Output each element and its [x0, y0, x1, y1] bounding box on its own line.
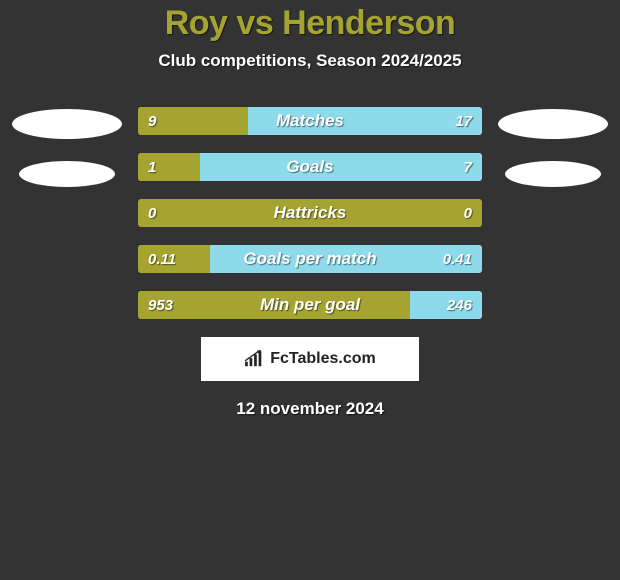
- page-subtitle: Club competitions, Season 2024/2025: [158, 51, 461, 71]
- bar-left-fill: [138, 245, 210, 273]
- date-text: 12 november 2024: [236, 399, 383, 419]
- bar-right-value: 0: [454, 199, 482, 227]
- container: Roy vs Henderson Club competitions, Seas…: [0, 0, 620, 419]
- left-ellipse-1: [19, 161, 115, 187]
- bar-right-fill: [410, 291, 482, 319]
- brand-text: FcTables.com: [270, 350, 376, 368]
- bar-left-fill: [138, 291, 410, 319]
- stat-bar-1: 17Goals: [138, 153, 482, 181]
- main-row: 917Matches 17Goals 0 0Hattricks 0.110.41Goal…: [0, 107, 620, 319]
- stat-bar-4: 953246Min per goal: [138, 291, 482, 319]
- bar-right-fill: [248, 107, 482, 135]
- brand-box: FcTables.com: [201, 337, 419, 381]
- bar-left-value: 0: [138, 199, 166, 227]
- bar-left-fill: [138, 153, 200, 181]
- bar-right-fill: [210, 245, 482, 273]
- stat-bar-3: 0.110.41Goals per match: [138, 245, 482, 273]
- chart-icon: [244, 350, 266, 368]
- right-ellipse-0: [498, 109, 608, 139]
- stat-bar-0: 917Matches: [138, 107, 482, 135]
- stat-bars: 917Matches 17Goals 0 0Hattricks 0.110.41Goal…: [138, 107, 482, 319]
- right-ellipse-1: [505, 161, 601, 187]
- left-ellipse-0: [12, 109, 122, 139]
- right-side-shapes: [498, 107, 608, 187]
- bar-right-fill: [200, 153, 482, 181]
- left-side-shapes: [12, 107, 122, 187]
- bar-label: Hattricks: [138, 199, 482, 227]
- bar-left-fill: [138, 107, 248, 135]
- stat-bar-2: 0 0Hattricks: [138, 199, 482, 227]
- page-title: Roy vs Henderson: [165, 4, 456, 43]
